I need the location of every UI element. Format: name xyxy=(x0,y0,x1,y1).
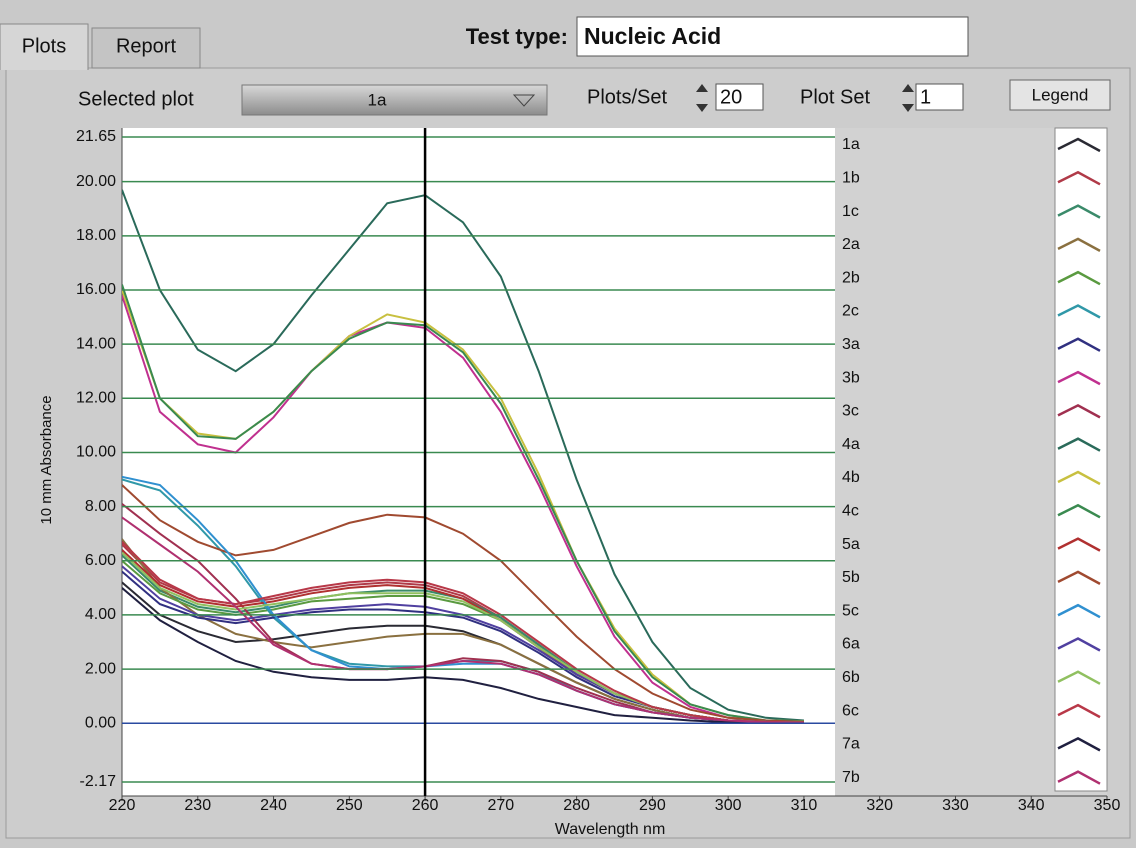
tab-label[interactable]: Report xyxy=(116,35,176,57)
legend-label: 1a xyxy=(842,136,860,153)
y-tick-label: 16.00 xyxy=(76,281,116,298)
y-tick-label: 18.00 xyxy=(76,227,116,244)
x-tick-label: 320 xyxy=(866,797,893,814)
field-value[interactable]: Nucleic Acid xyxy=(584,23,721,49)
x-tick-label: 260 xyxy=(412,797,439,814)
legend-label: 6c xyxy=(842,702,859,719)
legend-label: 2a xyxy=(842,236,860,253)
legend-label: 5b xyxy=(842,569,860,586)
x-tick-label: 250 xyxy=(336,797,363,814)
field-label: Test type: xyxy=(466,24,568,49)
legend-label: 1c xyxy=(842,203,859,220)
legend-label: 3b xyxy=(842,369,860,386)
legend-label: 6a xyxy=(842,636,860,653)
x-tick-label: 220 xyxy=(109,797,136,814)
y-tick-label: 8.00 xyxy=(85,498,116,515)
legend-label: 4a xyxy=(842,436,860,453)
legend-label: 4b xyxy=(842,469,860,486)
dropdown-value[interactable]: 1a xyxy=(368,90,387,109)
x-tick-label: 280 xyxy=(563,797,590,814)
y-tick-label: 20.00 xyxy=(76,173,116,190)
legend-label: 4c xyxy=(842,503,859,520)
legend-label: 3c xyxy=(842,403,859,420)
y-tick-label: 10.00 xyxy=(76,444,116,461)
legend-label: 1b xyxy=(842,170,860,187)
legend-swatch-strip xyxy=(1055,128,1107,791)
legend-label: 7b xyxy=(842,769,860,786)
y-tick-label: 12.00 xyxy=(76,390,116,407)
y-axis-label: 10 mm Absorbance xyxy=(38,395,55,524)
legend-label: 5a xyxy=(842,536,860,553)
x-tick-label: 290 xyxy=(639,797,666,814)
tab-label[interactable]: Plots xyxy=(22,35,66,57)
field-label: Plots/Set xyxy=(587,86,667,108)
legend-label: 3a xyxy=(842,336,860,353)
y-tick-label: 0.00 xyxy=(85,714,116,731)
app-window: Plots Report Test type: Nucleic Acid Sel… xyxy=(0,0,1136,843)
x-tick-label: 310 xyxy=(791,797,818,814)
x-tick-label: 270 xyxy=(487,797,514,814)
y-tick-label: 6.00 xyxy=(85,552,116,569)
legend-label: 5c xyxy=(842,602,859,619)
x-axis-label: Wavelength nm xyxy=(555,821,666,838)
legend-label: 2b xyxy=(842,269,860,286)
x-tick-label: 350 xyxy=(1094,797,1121,814)
x-tick-label: 240 xyxy=(260,797,287,814)
field-value[interactable]: 1 xyxy=(920,86,931,108)
legend-label: 2c xyxy=(842,303,859,320)
button-label[interactable]: Legend xyxy=(1032,85,1089,104)
y-tick-label: -2.17 xyxy=(80,773,117,790)
field-value[interactable]: 20 xyxy=(720,86,742,108)
legend-label: 6b xyxy=(842,669,860,686)
y-tick-label: 14.00 xyxy=(76,335,116,352)
field-label: Selected plot xyxy=(78,88,194,110)
x-tick-label: 230 xyxy=(184,797,211,814)
field-label: Plot Set xyxy=(800,86,870,108)
y-tick-label: 2.00 xyxy=(85,660,116,677)
y-tick-label: 21.65 xyxy=(76,128,116,145)
plot-area xyxy=(122,128,835,796)
dropdown[interactable] xyxy=(242,85,547,115)
x-tick-label: 330 xyxy=(942,797,969,814)
x-tick-label: 300 xyxy=(715,797,742,814)
x-tick-label: 340 xyxy=(1018,797,1045,814)
y-tick-label: 4.00 xyxy=(85,606,116,623)
legend-label: 7a xyxy=(842,736,860,753)
